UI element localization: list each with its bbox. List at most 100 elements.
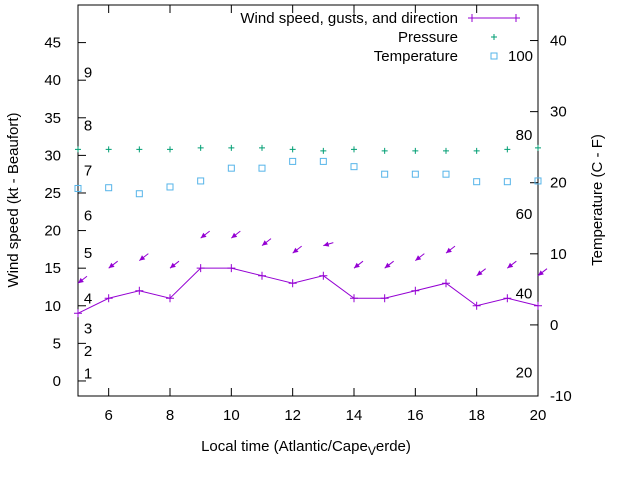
temperature-point (503, 178, 511, 186)
wind-direction-arrow (507, 260, 517, 269)
wind-direction-arrow (415, 253, 425, 262)
y-tick-label: 25 (44, 185, 61, 202)
wind-speed-point (196, 264, 205, 273)
wind-speed-point (258, 271, 266, 280)
pressure-point (504, 146, 511, 153)
arrow-head (538, 270, 544, 276)
fahrenheit-scale: 20 40 60 80 (516, 127, 533, 381)
legend-marker-pressure (491, 34, 497, 40)
wind-direction-arrow (261, 238, 272, 247)
x-axis: 6 8 10 12 14 16 18 20 (104, 5, 546, 424)
beaufort-label: 4 (84, 290, 92, 307)
temperature-point (197, 177, 205, 185)
x-tick-label: 12 (284, 407, 301, 424)
fahrenheit-label: 60 (516, 206, 533, 223)
pressure-point (136, 146, 143, 153)
wind-speed-point (74, 309, 82, 318)
wind-direction-arrow (231, 230, 241, 239)
wind-direction-arrow (476, 268, 486, 277)
y-axis-right: -10 0 10 20 30 40 (530, 33, 572, 405)
wind-speed-point (350, 294, 358, 303)
wind-direction-arrow (77, 275, 88, 284)
x-tick-label: 18 (468, 407, 485, 424)
wind-direction-arrow (353, 260, 364, 269)
legend-marker-temperature (490, 52, 498, 60)
x-tick-label: 8 (166, 407, 174, 424)
wind-speed-point (503, 294, 512, 303)
pressure-point (259, 144, 265, 151)
temperature-point (534, 177, 542, 185)
x-axis-label: Local time (Atlantic/CapeVerde) (201, 438, 411, 458)
pressure-point (105, 146, 112, 153)
pressure-point (351, 146, 357, 153)
y2-tick-label: 40 (550, 33, 567, 50)
x-tick-label: 6 (104, 407, 112, 424)
arrow-head (476, 270, 483, 276)
y2-axis-label: Temperature (C - F) (589, 134, 606, 266)
temperature-point (166, 183, 174, 191)
legend-marker-wind (512, 14, 520, 22)
temperature-point (381, 170, 389, 178)
y-tick-label: 0 (53, 373, 61, 390)
arrow-head (415, 255, 422, 261)
legend-label-wind: Wind speed, gusts, and direction (240, 10, 458, 27)
arrow-head (384, 262, 391, 269)
arrow-head (139, 255, 146, 261)
arrow-head (262, 240, 268, 246)
arrow-head (446, 247, 452, 254)
wind-speed-point (442, 279, 450, 288)
wind-direction-arrow (200, 230, 210, 239)
arrow-head (108, 262, 115, 269)
temperature-point (258, 164, 266, 172)
wind-direction-arrow (169, 260, 180, 269)
y-tick-label: 10 (44, 298, 61, 315)
arrow-head (354, 262, 360, 269)
y2-tick-label: -10 (550, 388, 572, 405)
y2-tick-label: 30 (550, 104, 567, 121)
pressure-point (473, 147, 480, 154)
x-tick-label: 16 (407, 407, 424, 424)
wind-speed-point (411, 286, 420, 295)
legend-label-temperature: Temperature (374, 48, 458, 65)
plot-area-frame (77, 4, 539, 397)
wind-direction-arrow (384, 260, 394, 269)
y-tick-label: 5 (53, 335, 61, 352)
temperature-point (105, 184, 113, 192)
pressure-point (381, 147, 388, 154)
y-tick-label: 40 (44, 72, 61, 89)
wind-speed-point (166, 294, 174, 303)
pressure-point (443, 147, 449, 154)
beaufort-scale: 1 2 3 4 5 6 7 8 9 (84, 65, 92, 383)
wind-direction-arrow (292, 245, 302, 254)
wind-speed-line (77, 267, 539, 314)
wind-direction-arrow (108, 260, 118, 269)
y-tick-label: 30 (44, 147, 61, 164)
fahrenheit-label: 20 (516, 365, 533, 382)
y-axis-left: 0 5 10 15 20 25 30 35 40 45 (44, 35, 86, 390)
arrow-head (292, 247, 299, 254)
arrow-head (507, 262, 514, 269)
temperature-point (74, 184, 82, 192)
y-axis-label: Wind speed (kt - Beaufort) (5, 112, 22, 287)
beaufort-label: 8 (84, 117, 92, 134)
y-tick-label: 45 (44, 35, 61, 52)
beaufort-label: 7 (84, 162, 92, 179)
arrow-head (170, 262, 176, 269)
beaufort-label: 5 (84, 245, 92, 262)
wind-speed-point (472, 301, 481, 310)
wind-speed-point (319, 271, 328, 280)
wind-speed-point (288, 279, 297, 288)
temperature-point (227, 164, 235, 172)
beaufort-label: 6 (84, 208, 92, 225)
pressure-point (289, 146, 296, 153)
wind-speed-point (104, 294, 113, 303)
wind-direction-arrow (445, 245, 456, 254)
y2-tick-label: 0 (550, 317, 558, 334)
beaufort-label: 9 (84, 65, 92, 82)
pressure-point (167, 146, 173, 153)
beaufort-label: 3 (84, 320, 92, 337)
arrow-head (78, 277, 84, 284)
temperature-point (473, 178, 481, 186)
arrow-head (231, 232, 238, 239)
